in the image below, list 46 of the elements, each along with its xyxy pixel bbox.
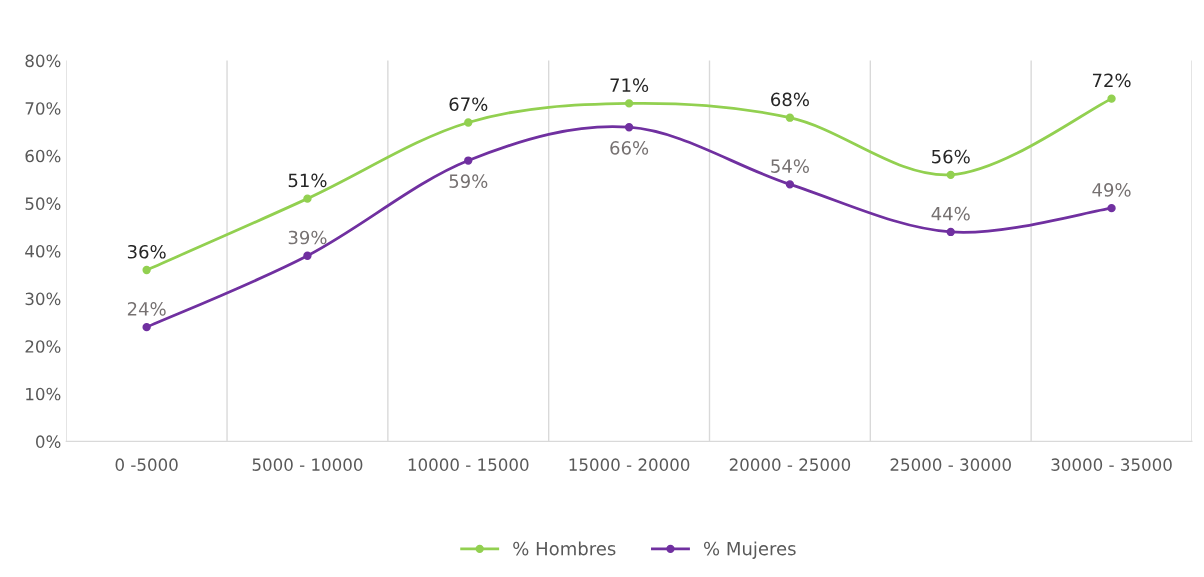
point [624, 123, 634, 132]
y-tick-label: 70% [25, 102, 61, 115]
legend-label: % Mujeres [703, 541, 796, 559]
x-tick-label: 15000 - 20000 [569, 458, 690, 471]
text: 49% [1092, 183, 1131, 197]
text: 68% [771, 92, 809, 107]
point [785, 180, 795, 189]
point [142, 265, 151, 275]
text: 51% [288, 173, 327, 188]
y-tick-label: 20% [25, 340, 61, 353]
point [303, 251, 312, 260]
point [142, 322, 151, 332]
point [464, 156, 473, 165]
x-tick-label: 5000 - 10000 [252, 458, 363, 471]
y-tick-label: 50% [25, 197, 61, 210]
point [624, 99, 634, 108]
x-tick-label: 10000 - 15000 [408, 458, 529, 471]
text: 72% [1092, 73, 1131, 88]
text: 44% [931, 206, 970, 221]
y-tick-label: 0% [36, 435, 61, 448]
y-tick-label: 80% [25, 54, 61, 68]
x-tick-label: 25000 - 30000 [890, 458, 1011, 471]
text: 71% [610, 78, 649, 92]
text: 39% [288, 230, 327, 245]
y-tick-label: 10% [26, 387, 61, 401]
y-tick-label: 40% [25, 244, 61, 258]
y-tick-label: 30% [25, 292, 61, 306]
y-tick-label: 60% [25, 149, 61, 163]
x-tick-label: 0 -5000 [115, 458, 178, 471]
point [946, 170, 955, 179]
point [1107, 94, 1116, 103]
text: 36% [127, 244, 166, 259]
text: 24% [127, 302, 166, 316]
x-tick-label: 20000 - 25000 [729, 458, 851, 471]
point [464, 118, 473, 127]
point [1107, 203, 1116, 213]
text: 59% [449, 174, 488, 189]
legend-label: % Hombres [513, 541, 616, 556]
text: 54% [771, 159, 809, 173]
x-tick-label: 30000 - 35000 [1051, 458, 1172, 471]
text: 66% [610, 141, 649, 155]
point [785, 113, 795, 122]
point [946, 227, 955, 237]
text: 67% [449, 97, 488, 112]
text: 56% [932, 149, 970, 164]
point [303, 194, 312, 203]
